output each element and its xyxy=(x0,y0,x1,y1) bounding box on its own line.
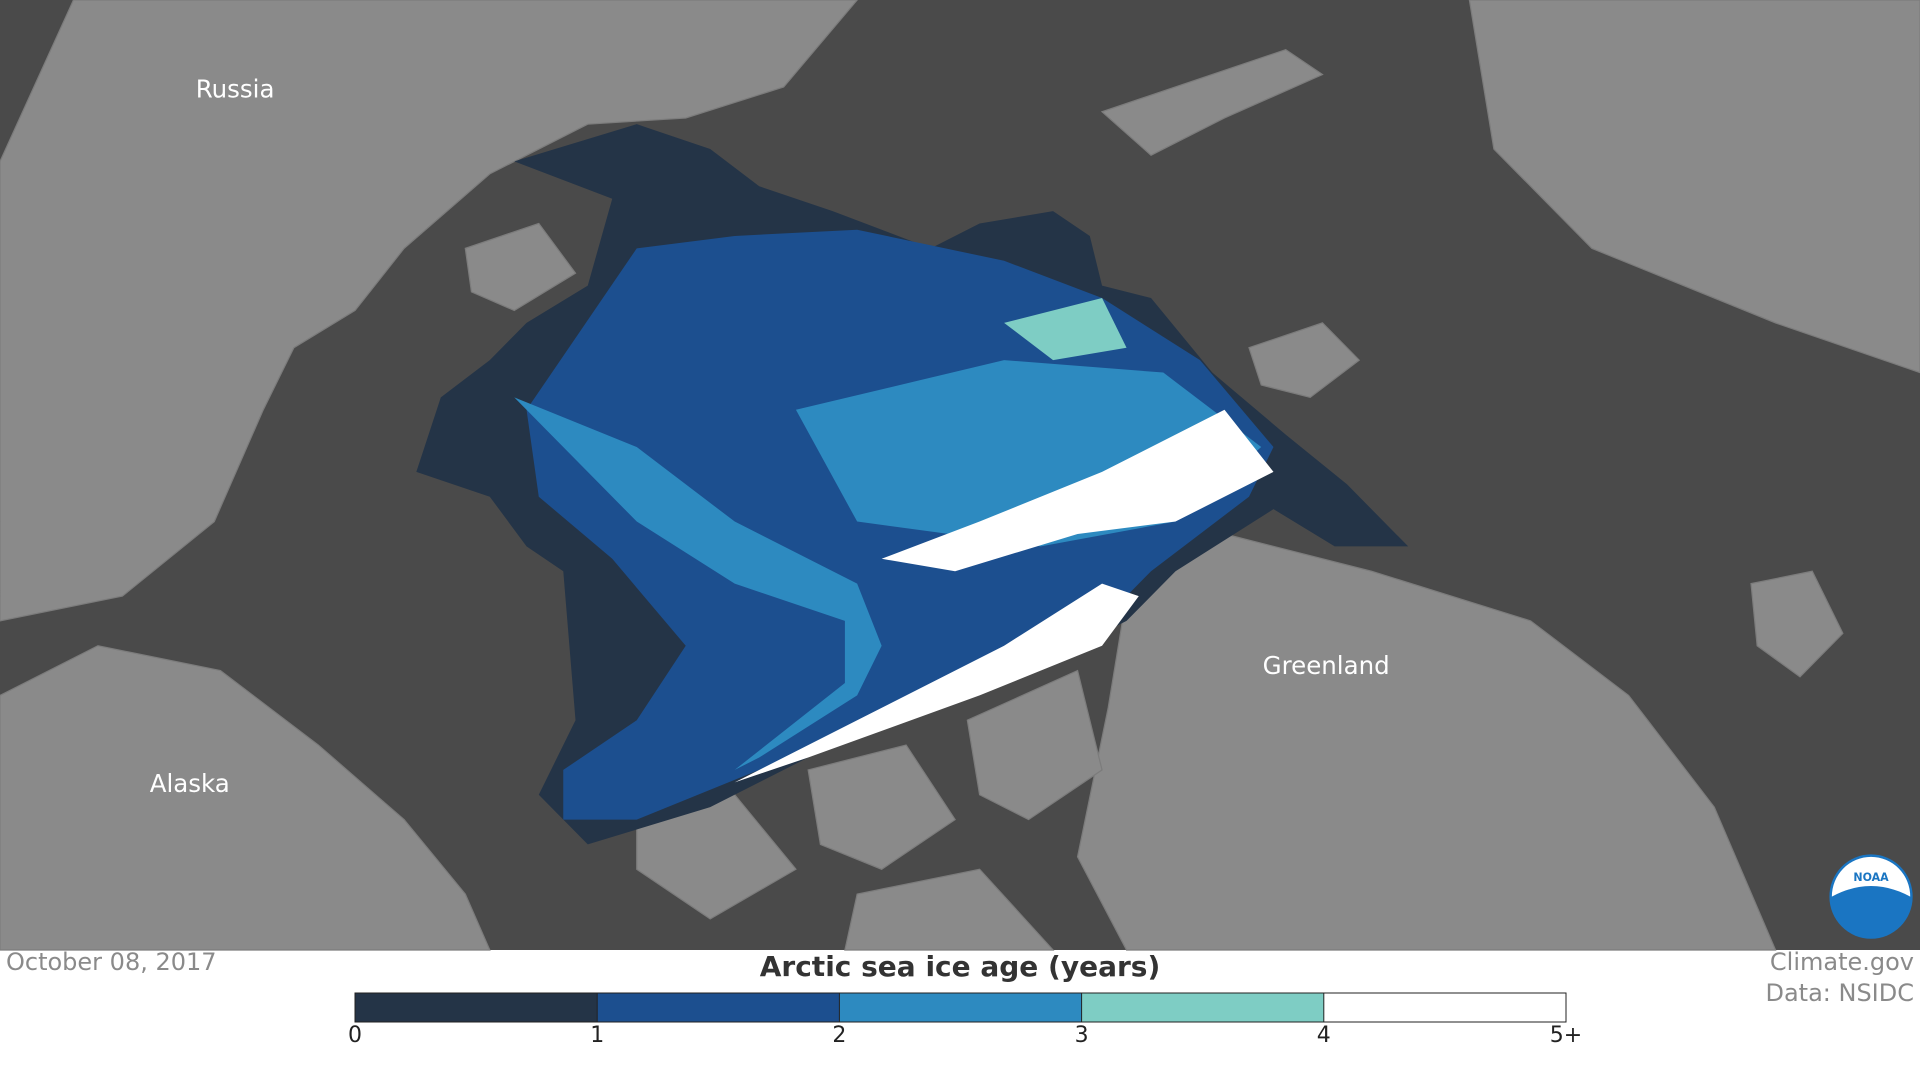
legend-tick-label: 5+ xyxy=(1550,1023,1582,1048)
land-island xyxy=(844,868,1055,951)
land-island xyxy=(464,222,577,312)
legend-tick-label: 1 xyxy=(590,1023,604,1048)
land-novaya-zemlya xyxy=(1100,48,1324,156)
ice-4-5 xyxy=(734,583,1139,783)
land-greenland xyxy=(1076,533,1777,951)
logo-text: NOAA xyxy=(1853,871,1889,884)
map-label: Russia xyxy=(196,75,275,104)
legend-swatch xyxy=(839,993,1082,1022)
legend-swatch xyxy=(355,993,598,1022)
logo-swoosh xyxy=(1831,856,1911,897)
land-russia xyxy=(0,0,858,622)
map-label: Greenland xyxy=(1263,651,1390,680)
land-island xyxy=(807,744,956,870)
legend-swatch xyxy=(1323,993,1566,1022)
ice-3-4 xyxy=(1004,298,1127,361)
legend-swatch xyxy=(1081,993,1324,1022)
legend-title: Arctic sea ice age (years) xyxy=(760,950,1161,983)
credit: Climate.gov xyxy=(1770,948,1914,976)
map: Russia Alaska Greenland NOAA xyxy=(0,0,1920,951)
legend-tick-label: 4 xyxy=(1317,1023,1331,1048)
map-label: Alaska xyxy=(150,769,230,798)
legend-tick-label: 2 xyxy=(832,1023,846,1048)
legend-swatch xyxy=(597,993,840,1022)
ice-4-5 xyxy=(881,409,1274,572)
land-island xyxy=(1750,570,1844,678)
land-island xyxy=(966,669,1103,821)
source: Data: NSIDC xyxy=(1765,979,1914,1007)
legend-tick-label: 0 xyxy=(348,1023,362,1048)
land-svalbard xyxy=(1248,322,1361,399)
land-alaska xyxy=(0,645,491,951)
land-scandinavia xyxy=(1468,0,1920,374)
date: October 08, 2017 xyxy=(6,948,217,976)
legend-tick-label: 3 xyxy=(1075,1023,1089,1048)
